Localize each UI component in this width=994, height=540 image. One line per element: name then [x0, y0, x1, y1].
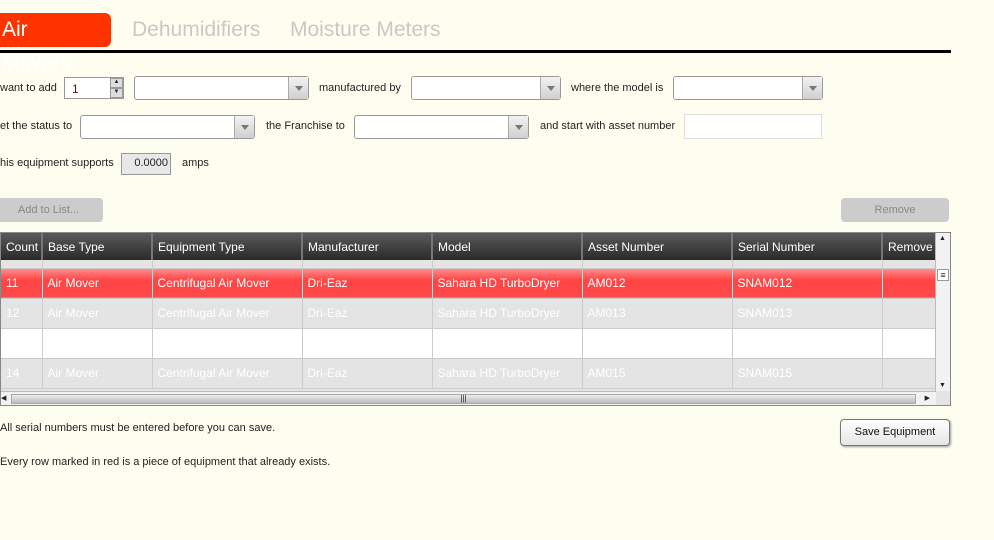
- scroll-down-icon[interactable]: ▼: [939, 382, 946, 389]
- table-cell: [882, 260, 937, 269]
- table-cell[interactable]: Air Mover: [42, 358, 153, 389]
- column-header[interactable]: Count: [1, 233, 43, 260]
- table-cell[interactable]: [302, 328, 433, 359]
- column-header[interactable]: Serial Number: [732, 233, 883, 260]
- chevron-down-icon: [234, 116, 254, 138]
- start-asset-label: and start with asset number: [540, 120, 676, 132]
- table-cell: [732, 260, 883, 269]
- column-header[interactable]: Equipment Type: [152, 233, 303, 260]
- franchise-select[interactable]: [354, 115, 529, 139]
- serial-note: All serial numbers must be entered befor…: [0, 422, 276, 434]
- table-cell[interactable]: SNAM013: [732, 298, 883, 329]
- table-cell: [42, 260, 153, 269]
- scroll-thumb-horizontal[interactable]: |||: [11, 394, 916, 404]
- equipment-grid: Count Base Type Equipment Type Manufacturer…: [0, 232, 951, 406]
- column-header[interactable]: Asset Number: [582, 233, 733, 260]
- decrement-icon[interactable]: ▼: [110, 88, 123, 98]
- table-row[interactable]: 11 Air Mover Centrifugal Air Mover Dri-Eaz S…: [1, 268, 937, 299]
- scroll-left-icon[interactable]: ◀: [1, 395, 7, 402]
- supports-label: his equipment supports: [0, 157, 114, 169]
- table-cell[interactable]: AM015: [582, 358, 733, 389]
- chevron-down-icon: [802, 77, 822, 99]
- tab-dehumidifiers[interactable]: Dehumidifiers: [132, 18, 261, 41]
- increment-icon[interactable]: ▲: [110, 78, 123, 88]
- table-cell[interactable]: Sahara HD TurboDryer: [432, 268, 583, 299]
- table-cell[interactable]: [882, 328, 937, 359]
- table-cell[interactable]: Air Mover: [42, 268, 153, 299]
- horizontal-scrollbar[interactable]: ◀ ||| ▶: [1, 391, 936, 405]
- scroll-right-icon[interactable]: ▶: [924, 395, 930, 402]
- remove-button[interactable]: Remove: [841, 198, 949, 222]
- column-header[interactable]: Base Type: [42, 233, 153, 260]
- chevron-down-icon: [508, 116, 528, 138]
- table-cell[interactable]: [1, 328, 43, 359]
- table-cell[interactable]: SNAM012: [732, 268, 883, 299]
- table-cell: [152, 260, 303, 269]
- quantity-stepper[interactable]: 1 ▲ ▼: [64, 77, 124, 99]
- column-header[interactable]: Remove: [882, 233, 937, 260]
- column-header[interactable]: Manufacturer: [302, 233, 433, 260]
- table-cell[interactable]: 14: [1, 358, 43, 389]
- table-row[interactable]: 14 Air Mover Centrifugal Air Mover Dri-Eaz S…: [1, 358, 937, 389]
- table-cell[interactable]: AM012: [582, 268, 733, 299]
- table-cell[interactable]: [432, 328, 583, 359]
- red-row-note: Every row marked in red is a piece of eq…: [0, 456, 331, 468]
- tab-moisture-meters[interactable]: Moisture Meters: [290, 18, 441, 41]
- table-cell[interactable]: [582, 328, 733, 359]
- table-cell[interactable]: [882, 358, 937, 389]
- table-row-partial: [1, 260, 937, 269]
- scroll-up-icon[interactable]: ▲: [939, 235, 946, 242]
- equipment-table: Count Base Type Equipment Type Manufacturer…: [1, 233, 937, 389]
- table-cell[interactable]: Centrifugal Air Mover: [152, 268, 303, 299]
- chevron-down-icon: [288, 77, 308, 99]
- where-model-label: where the model is: [571, 82, 664, 94]
- tab-divider: [0, 50, 951, 53]
- table-cell[interactable]: [152, 328, 303, 359]
- table-cell[interactable]: 11: [1, 268, 43, 299]
- table-cell[interactable]: Dri-Eaz: [302, 298, 433, 329]
- amps-input[interactable]: 0.0000: [121, 153, 171, 175]
- asset-number-input[interactable]: [684, 114, 822, 139]
- equipment-type-select[interactable]: [134, 76, 309, 100]
- tab-air-movers[interactable]: Air Movers: [0, 13, 111, 75]
- table-cell[interactable]: [882, 268, 937, 299]
- table-cell[interactable]: [732, 328, 883, 359]
- amps-label: amps: [182, 157, 209, 169]
- manufacturer-select[interactable]: [411, 76, 561, 100]
- table-cell[interactable]: Sahara HD TurboDryer: [432, 358, 583, 389]
- table-cell[interactable]: 12: [1, 298, 43, 329]
- model-select[interactable]: [673, 76, 823, 100]
- status-select[interactable]: [80, 115, 255, 139]
- want-to-add-label: want to add: [0, 82, 57, 94]
- add-to-list-button[interactable]: Add to List...: [0, 198, 103, 222]
- scroll-thumb[interactable]: ≡: [937, 269, 949, 281]
- table-cell: [1, 260, 43, 269]
- table-cell[interactable]: Air Mover: [42, 298, 153, 329]
- table-row[interactable]: 12 Air Mover Centrifugal Air Mover Dri-Eaz S…: [1, 298, 937, 329]
- column-header[interactable]: Model: [432, 233, 583, 260]
- save-equipment-button[interactable]: Save Equipment: [840, 419, 950, 446]
- table-cell[interactable]: Sahara HD TurboDryer: [432, 298, 583, 329]
- table-cell[interactable]: Dri-Eaz: [302, 268, 433, 299]
- table-cell[interactable]: Centrifugal Air Mover: [152, 298, 303, 329]
- table-cell[interactable]: AM013: [582, 298, 733, 329]
- franchise-label: the Franchise to: [266, 120, 345, 132]
- chevron-down-icon: [540, 77, 560, 99]
- manufactured-by-label: manufactured by: [319, 82, 401, 94]
- table-cell[interactable]: Centrifugal Air Mover: [152, 358, 303, 389]
- table-cell[interactable]: SNAM015: [732, 358, 883, 389]
- table-row[interactable]: [1, 328, 937, 359]
- table-cell[interactable]: [882, 298, 937, 329]
- table-cell: [302, 260, 433, 269]
- table-cell[interactable]: Dri-Eaz: [302, 358, 433, 389]
- table-cell[interactable]: [42, 328, 153, 359]
- quantity-value: 1: [72, 82, 79, 96]
- status-label: et the status to: [0, 120, 73, 132]
- table-cell: [582, 260, 733, 269]
- vertical-scrollbar[interactable]: ▲ ≡ ▼: [935, 233, 950, 391]
- table-cell: [432, 260, 583, 269]
